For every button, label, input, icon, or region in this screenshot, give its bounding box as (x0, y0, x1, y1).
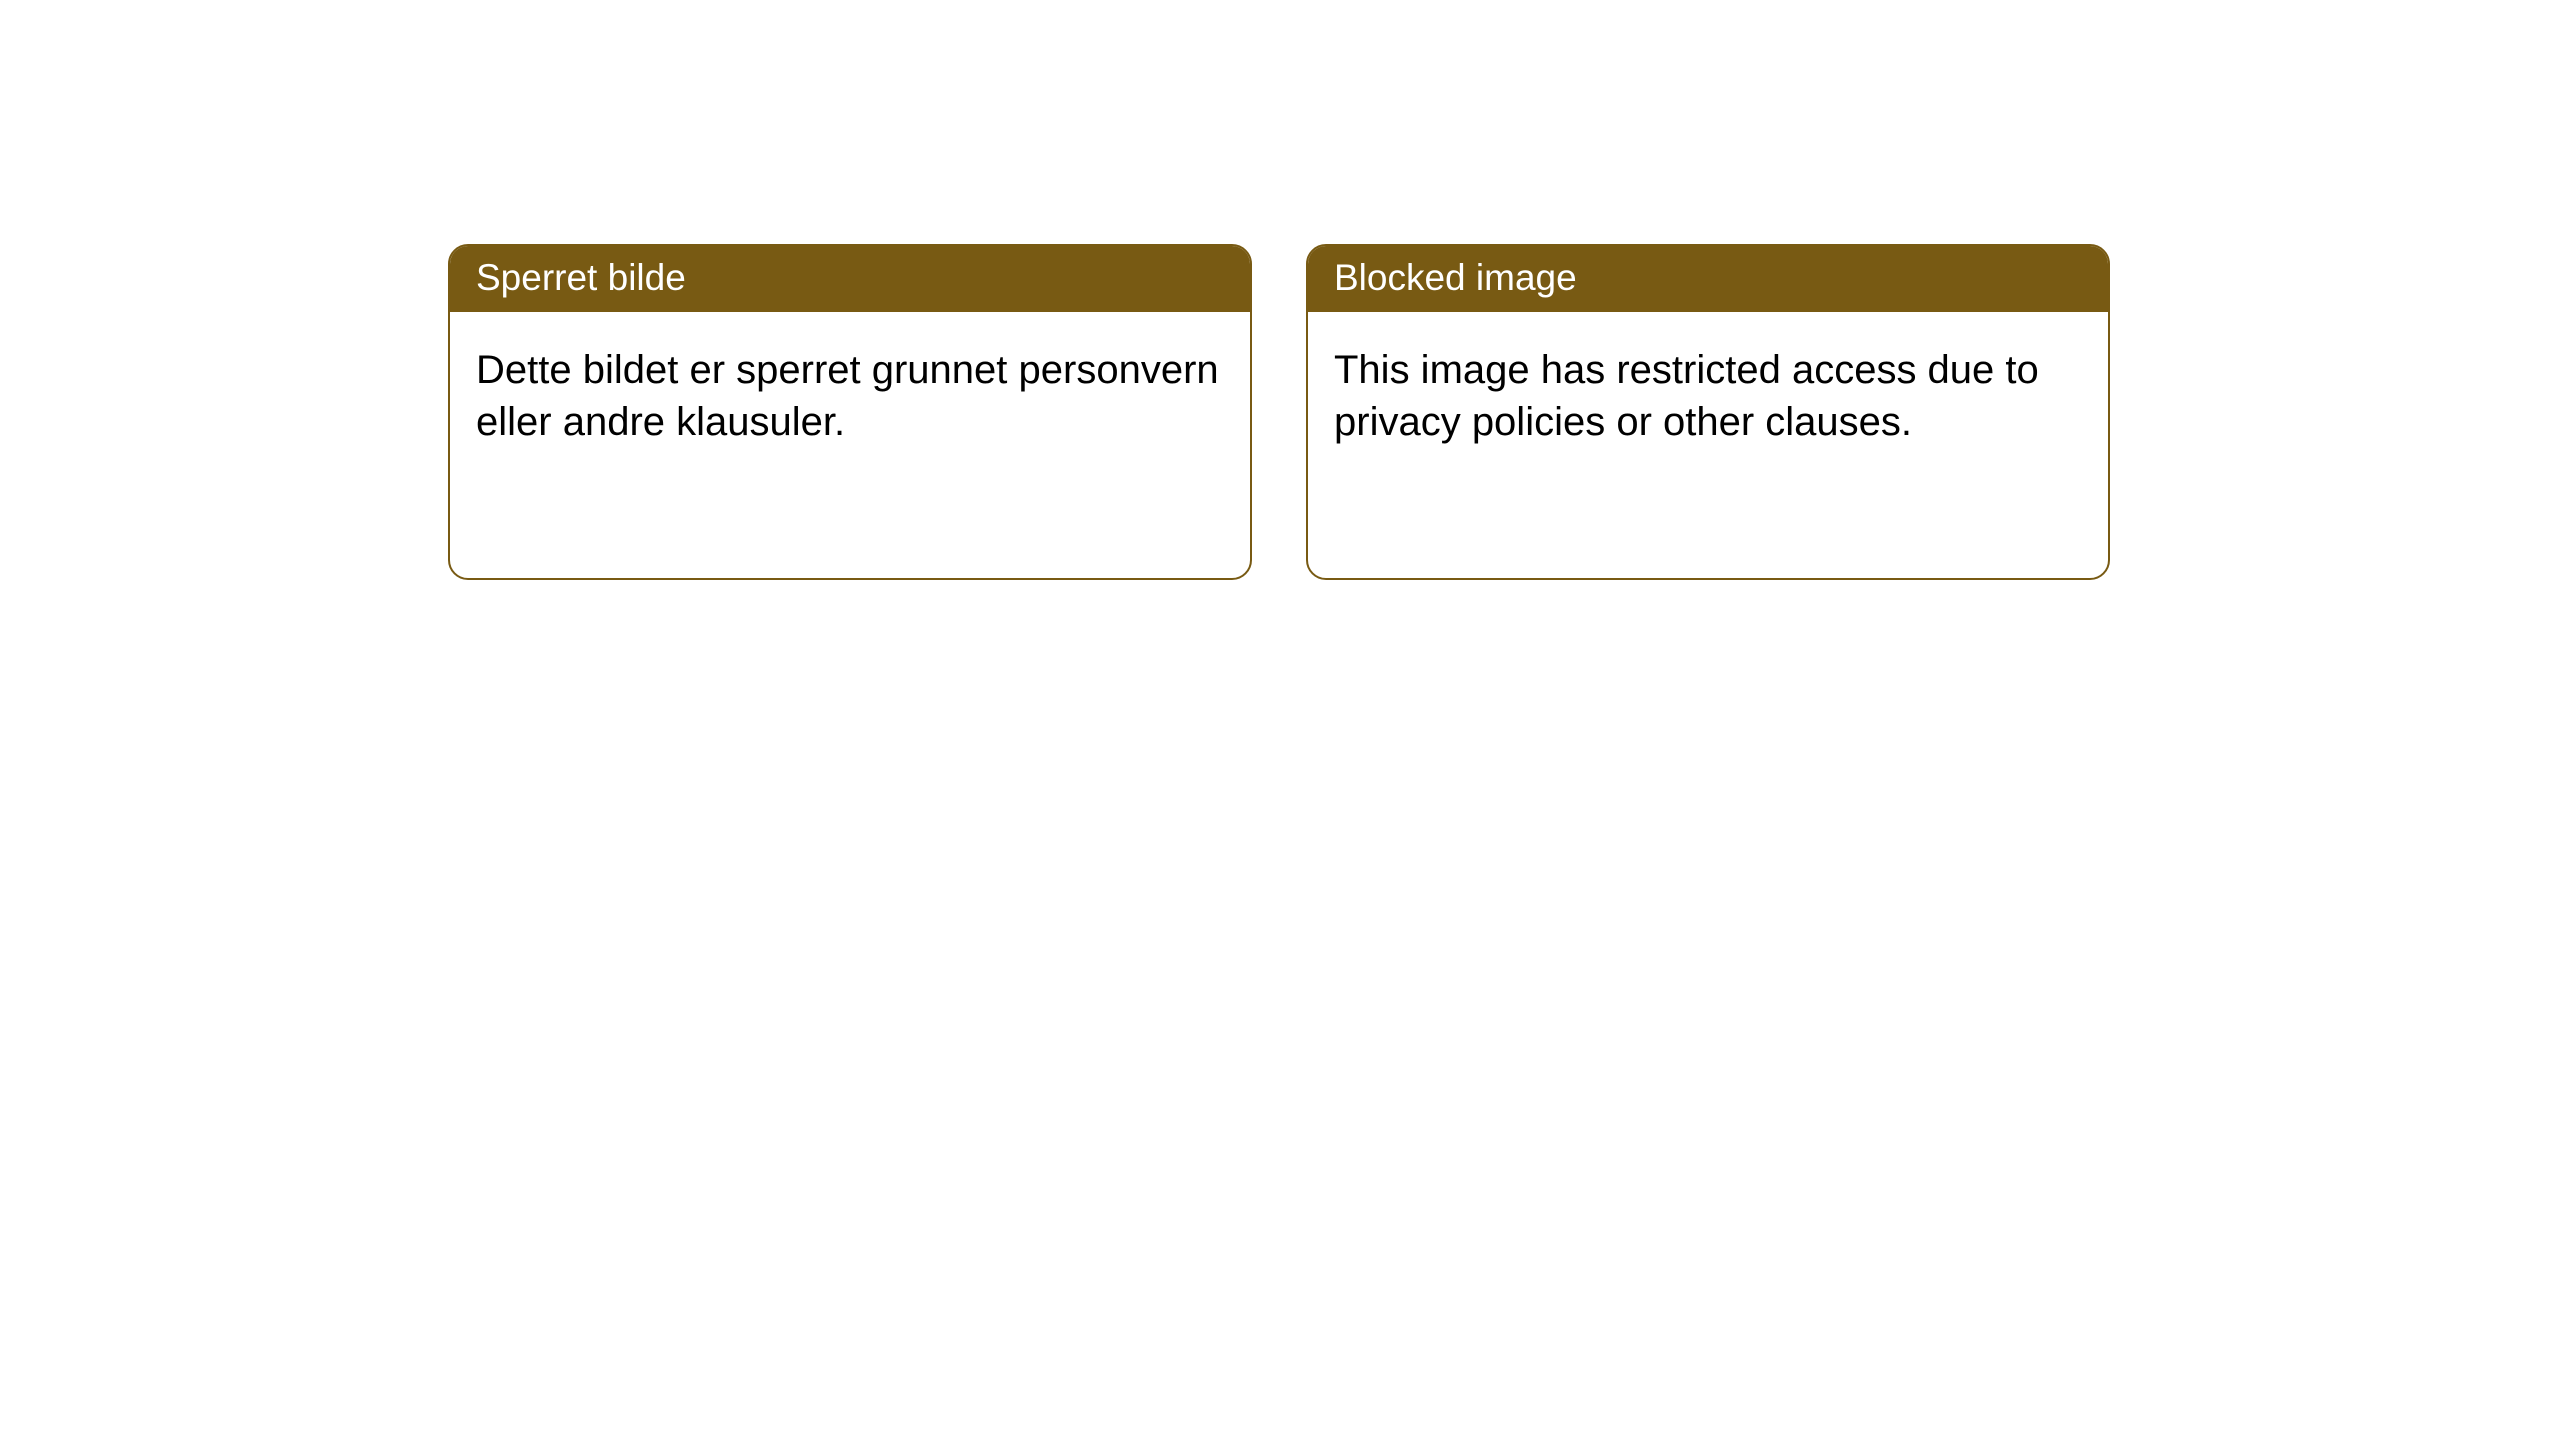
notice-card-english: Blocked image This image has restricted … (1306, 244, 2110, 580)
notice-card-norwegian: Sperret bilde Dette bildet er sperret gr… (448, 244, 1252, 580)
notice-card-title: Blocked image (1308, 246, 2108, 312)
notice-card-body: Dette bildet er sperret grunnet personve… (450, 312, 1250, 474)
notice-card-body: This image has restricted access due to … (1308, 312, 2108, 474)
notice-card-title: Sperret bilde (450, 246, 1250, 312)
notice-cards-container: Sperret bilde Dette bildet er sperret gr… (448, 244, 2110, 580)
